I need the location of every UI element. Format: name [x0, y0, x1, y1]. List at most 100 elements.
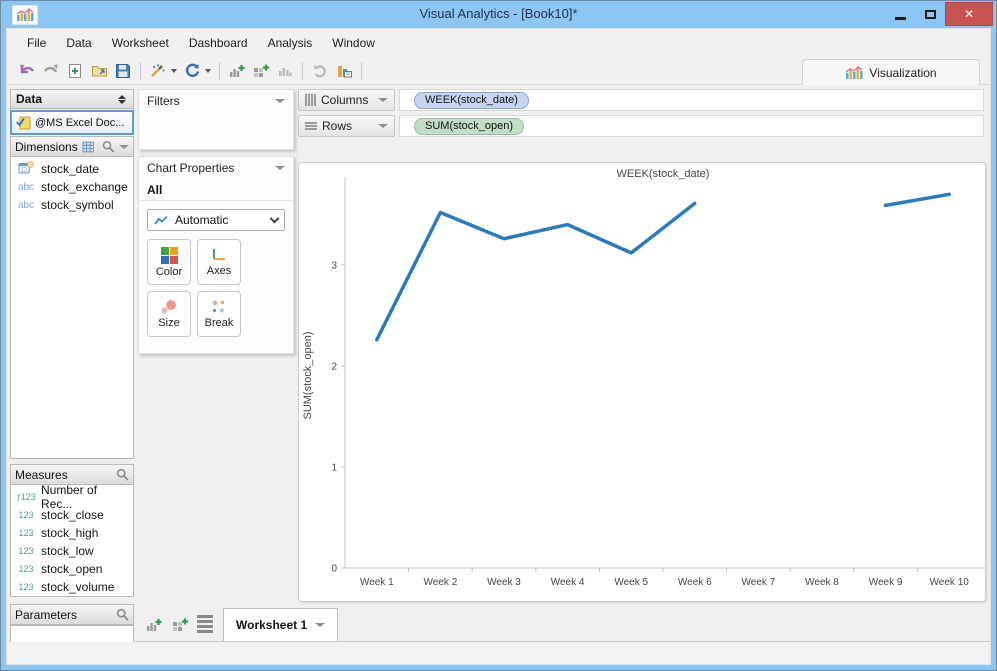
new-workbook-icon[interactable] [64, 60, 86, 82]
columns-shelf-label[interactable]: Columns [298, 89, 395, 111]
rows-pill-sum-stock-open[interactable]: SUM(stock_open) [414, 117, 525, 135]
close-button[interactable]: ✕ [945, 2, 993, 26]
axes-button[interactable]: Axes [197, 239, 241, 285]
magic-wand-dropdown-caret[interactable] [171, 68, 177, 73]
number-field-icon: 123 [18, 510, 34, 520]
svg-text:12: 12 [21, 168, 28, 174]
measure-stock-high[interactable]: 123 stock_high [11, 524, 133, 542]
chart-title: WEEK(stock_date) [617, 168, 710, 180]
measure-stock-close[interactable]: 123 stock_close [11, 506, 133, 524]
refresh-icon[interactable] [181, 60, 203, 82]
measure-label: stock_open [41, 562, 103, 576]
columns-drop-area[interactable]: WEEK(stock_date) [399, 89, 984, 111]
new-dashboard-icon[interactable] [250, 60, 272, 82]
search-icon[interactable] [116, 468, 129, 481]
maximize-button[interactable] [915, 2, 945, 26]
toolbar-separator [302, 61, 303, 80]
data-panel-title: Data [16, 92, 43, 106]
sort-updown-icon[interactable] [118, 94, 126, 104]
x-tick-label: Week 5 [614, 577, 648, 588]
columns-shelf: Columns WEEK(stock_date) [298, 89, 984, 111]
new-worksheet-icon[interactable] [226, 60, 248, 82]
rows-icon [305, 122, 317, 130]
rows-drop-area[interactable]: SUM(stock_open) [399, 115, 984, 137]
sheet-list-icon[interactable] [197, 615, 213, 633]
undo-icon[interactable] [16, 60, 38, 82]
x-tick-label: Week 7 [742, 577, 776, 588]
search-icon[interactable] [116, 608, 129, 621]
parameters-title: Parameters [15, 607, 78, 622]
redo-icon[interactable] [40, 60, 62, 82]
marks-all-row: All [139, 179, 293, 201]
new-worksheet-icon[interactable] [145, 616, 163, 633]
text-field-icon: abc [17, 199, 35, 211]
menu-dashboard[interactable]: Dashboard [188, 36, 248, 50]
menu-data[interactable]: Data [66, 36, 92, 50]
measure-stock-low[interactable]: 123 stock_low [11, 542, 133, 560]
rows-shelf-label[interactable]: Rows [298, 115, 395, 137]
tab-visualization[interactable]: Visualization [802, 59, 980, 85]
rows-label-text: Rows [322, 119, 353, 133]
break-button[interactable]: Break [197, 291, 241, 337]
number-field-icon: 123 [18, 546, 34, 556]
minimize-button[interactable] [885, 2, 915, 26]
size-button[interactable]: Size [147, 291, 191, 337]
datasource-item[interactable]: @MS Excel Doc... [10, 110, 134, 135]
new-dashboard-icon[interactable] [171, 616, 189, 633]
data-panel-header[interactable]: Data [10, 89, 134, 109]
label-chart-icon[interactable] [333, 60, 355, 82]
columns-pill-week-stock-date[interactable]: WEEK(stock_date) [414, 91, 529, 109]
columns-dropdown-caret[interactable] [378, 98, 388, 102]
chart-properties-collapse-caret[interactable] [275, 166, 285, 170]
measure-number-of-records[interactable]: ƒ123 Number of Rec... [11, 483, 133, 511]
chart-properties-header[interactable]: Chart Properties [139, 157, 293, 179]
toolbar-separator [361, 61, 362, 80]
menu-file[interactable]: File [27, 36, 47, 50]
filters-title: Filters [147, 94, 180, 108]
tab-worksheet-1[interactable]: Worksheet 1 [223, 608, 339, 641]
worksheet-tab-caret[interactable] [315, 623, 326, 627]
measure-stock-volume[interactable]: 123 stock_volume [11, 578, 133, 596]
chart-view[interactable]: WEEK(stock_date) SUM(stock_open) 0 1 2 3 Week … [298, 162, 986, 602]
table-icon[interactable] [82, 141, 95, 153]
count-field-icon: ƒ123 [16, 492, 36, 502]
filters-collapse-caret[interactable] [275, 99, 285, 103]
line-series-stock-open[interactable] [883, 192, 951, 208]
rotate-icon[interactable] [309, 60, 331, 82]
titlebar: Visual Analytics - [Book10]* ✕ [2, 2, 995, 28]
measure-label: Number of Rec... [41, 483, 98, 511]
measure-stock-open[interactable]: 123 stock_open [11, 560, 133, 578]
dimension-stock-exchange[interactable]: abc stock_exchange [11, 178, 133, 196]
dimension-stock-date[interactable]: 12 stock_date [11, 160, 133, 178]
open-icon[interactable] [88, 60, 110, 82]
columns-icon [305, 94, 316, 106]
toolbar-separator [219, 61, 220, 80]
stock-open-line-chart[interactable]: WEEK(stock_date) SUM(stock_open) 0 1 2 3 Week … [299, 163, 985, 601]
number-field-icon: 123 [18, 582, 34, 592]
magic-wand-icon[interactable] [147, 60, 169, 82]
dimension-stock-symbol[interactable]: abc stock_symbol [11, 196, 133, 214]
line-series-stock-open[interactable] [375, 201, 697, 342]
rows-dropdown-caret[interactable] [378, 124, 388, 128]
datasource-label: @MS Excel Doc... [35, 116, 125, 129]
color-button[interactable]: Color [147, 239, 191, 285]
chart-properties-title: Chart Properties [147, 161, 235, 175]
statusbar [7, 642, 990, 664]
menu-worksheet[interactable]: Worksheet [111, 36, 169, 50]
dimensions-dropdown-caret[interactable] [118, 144, 129, 149]
search-icon[interactable] [102, 140, 115, 153]
menu-analysis[interactable]: Analysis [267, 36, 313, 50]
menu-window[interactable]: Window [332, 36, 375, 50]
measure-label: stock_volume [41, 580, 115, 594]
x-tick-label: Week 4 [551, 577, 585, 588]
toolbar: Visualization [7, 57, 990, 85]
date-field-icon: 12 [15, 161, 37, 177]
refresh-dropdown-caret[interactable] [205, 68, 211, 73]
filters-card-header[interactable]: Filters [139, 90, 293, 112]
chart-properties-card: Chart Properties All Automatic [138, 156, 294, 354]
mark-type-dropdown[interactable]: Automatic [147, 209, 285, 231]
x-tick-label: Week 6 [678, 577, 712, 588]
save-icon[interactable] [112, 60, 134, 82]
show-chart-icon[interactable] [274, 60, 296, 82]
